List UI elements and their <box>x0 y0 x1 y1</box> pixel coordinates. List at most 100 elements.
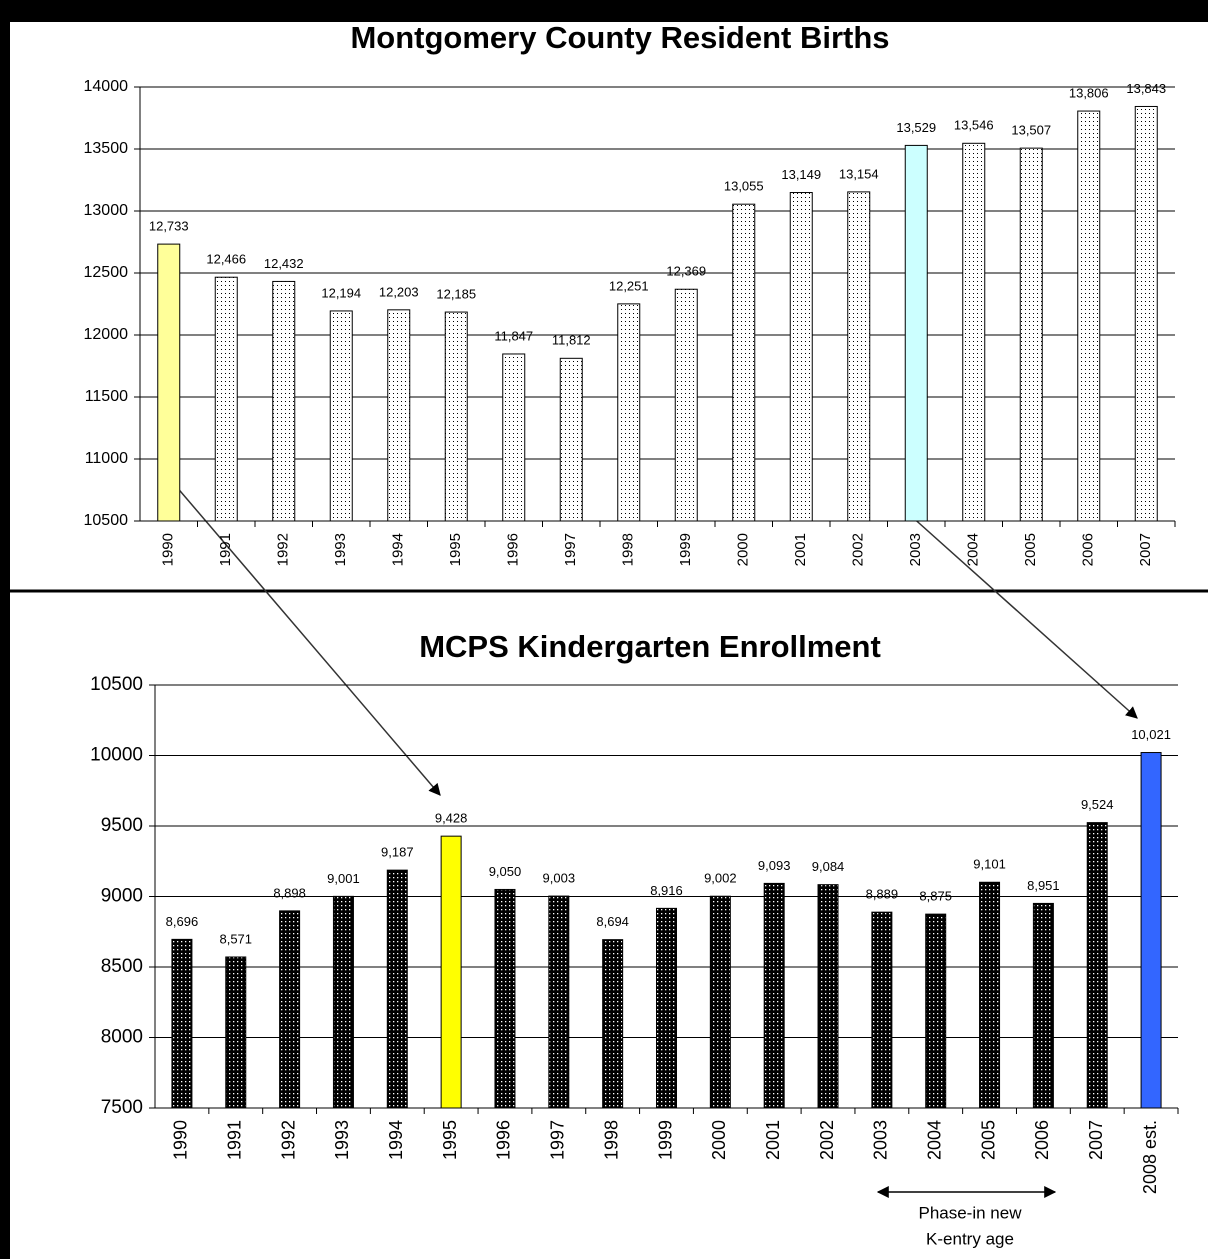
data-label: 9,187 <box>381 845 414 860</box>
x-tick-label: 2003 <box>907 533 924 566</box>
bar <box>925 913 947 1109</box>
bar <box>602 939 624 1109</box>
bar <box>817 884 839 1109</box>
bar <box>386 869 408 1109</box>
data-label: 12,466 <box>206 252 246 267</box>
data-label: 8,571 <box>219 931 252 946</box>
x-tick-label: 1991 <box>217 533 234 566</box>
x-tick-label: 1996 <box>505 533 522 566</box>
y-tick-label: 9000 <box>101 886 143 907</box>
x-tick-label: 1992 <box>275 533 292 566</box>
y-tick-label: 10000 <box>90 745 143 766</box>
bar <box>440 835 462 1109</box>
chart-title: MCPS Kindergarten Enrollment <box>419 629 881 664</box>
x-tick-label: 2002 <box>850 533 867 566</box>
data-label: 13,149 <box>781 167 821 182</box>
bar <box>871 911 893 1109</box>
x-tick-label: 2000 <box>709 1120 729 1160</box>
data-label: 9,003 <box>543 871 576 886</box>
chart-title: Montgomery County Resident Births <box>350 20 889 55</box>
data-label: 8,898 <box>273 885 306 900</box>
left-band <box>0 0 10 1259</box>
y-tick-label: 10500 <box>84 512 129 529</box>
x-tick-label: 2005 <box>978 1120 998 1160</box>
x-tick-label: 1994 <box>390 533 407 566</box>
arrow <box>909 514 1138 719</box>
bar <box>502 353 526 522</box>
x-tick-label: 1994 <box>386 1120 406 1160</box>
data-label: 13,154 <box>839 166 879 181</box>
data-label: 8,916 <box>650 883 683 898</box>
bar <box>732 203 756 522</box>
x-tick-label: 1991 <box>225 1120 245 1160</box>
bar <box>979 881 1001 1109</box>
bar <box>1032 902 1054 1109</box>
y-tick-label: 11500 <box>85 388 128 405</box>
bar <box>272 280 296 522</box>
bar <box>763 882 785 1109</box>
x-tick-label: 2001 <box>763 1120 783 1160</box>
x-tick-label: 1990 <box>171 1120 191 1160</box>
bar <box>1140 752 1162 1109</box>
x-tick-label: 1998 <box>601 1120 621 1160</box>
bar <box>171 938 193 1109</box>
bar <box>847 191 871 522</box>
bar <box>157 243 181 522</box>
x-tick-label: 1993 <box>332 533 349 566</box>
data-label: 9,001 <box>327 871 360 886</box>
data-label: 8,951 <box>1027 878 1060 893</box>
data-label: 13,843 <box>1126 81 1166 96</box>
x-tick-label: 1993 <box>332 1120 352 1160</box>
bar <box>1019 147 1043 522</box>
x-tick-label: 1996 <box>494 1120 514 1160</box>
data-label: 11,812 <box>552 333 591 348</box>
y-tick-label: 12500 <box>84 264 129 281</box>
y-tick-label: 14000 <box>84 78 129 95</box>
data-label: 13,507 <box>1011 123 1051 138</box>
data-label: 12,733 <box>149 219 189 234</box>
data-label: 9,050 <box>489 864 522 879</box>
data-label: 9,428 <box>435 811 468 826</box>
x-tick-label: 2007 <box>1086 1120 1106 1160</box>
data-label: 9,093 <box>758 858 791 873</box>
bar <box>332 895 354 1109</box>
data-label: 12,194 <box>321 285 361 300</box>
y-tick-label: 10500 <box>90 674 143 695</box>
x-tick-label: 1998 <box>620 533 637 566</box>
arrow <box>174 484 441 796</box>
data-label: 12,432 <box>264 256 304 271</box>
y-tick-label: 9500 <box>101 815 143 836</box>
x-tick-label: 2004 <box>924 1120 944 1160</box>
x-tick-label: 2004 <box>965 533 982 566</box>
y-tick-label: 13500 <box>84 140 129 157</box>
bar <box>1077 110 1101 522</box>
top-band <box>0 0 1208 22</box>
bar <box>494 888 516 1109</box>
bar <box>279 910 301 1109</box>
y-tick-label: 13000 <box>84 202 129 219</box>
bar <box>548 895 570 1109</box>
bar <box>444 311 468 522</box>
data-label: 8,696 <box>166 914 199 929</box>
x-tick-label: 2001 <box>792 533 809 566</box>
x-tick-label: 2006 <box>1032 1120 1052 1160</box>
x-tick-label: 2002 <box>817 1120 837 1160</box>
y-tick-label: 8000 <box>101 1027 143 1048</box>
bar <box>904 144 928 522</box>
x-tick-label: 2003 <box>871 1120 891 1160</box>
x-tick-label: 1992 <box>278 1120 298 1160</box>
bar <box>387 309 411 522</box>
bar <box>1134 105 1158 522</box>
x-tick-label: 2007 <box>1137 533 1154 566</box>
data-label: 12,203 <box>379 284 419 299</box>
bar <box>225 956 247 1109</box>
y-tick-label: 8500 <box>101 956 143 977</box>
data-label: 13,055 <box>724 179 764 194</box>
bar <box>1086 822 1108 1109</box>
x-tick-label: 1999 <box>655 1120 675 1160</box>
bar <box>656 907 677 1109</box>
data-label: 9,524 <box>1081 797 1114 812</box>
bar <box>559 357 583 522</box>
data-label: 12,369 <box>666 264 706 279</box>
